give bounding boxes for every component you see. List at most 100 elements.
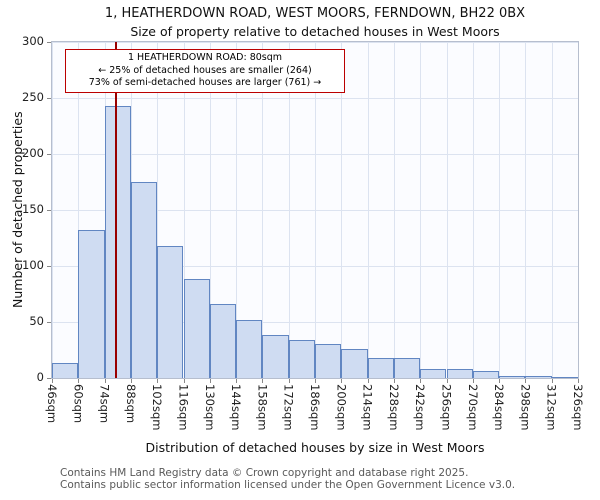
x-tick-label: 186sqm: [308, 384, 322, 431]
chart-subtitle: Size of property relative to detached ho…: [130, 24, 500, 39]
y-tick-mark: [47, 42, 51, 43]
y-tick-mark: [47, 266, 51, 267]
x-tick-mark: [209, 379, 211, 383]
y-tick-mark: [47, 322, 51, 323]
x-tick-label: 270sqm: [465, 384, 480, 431]
histogram-bar: [446, 369, 473, 378]
x-tick-label: 256sqm: [439, 384, 454, 431]
footer-line-1: Contains HM Land Registry data © Crown c…: [60, 467, 469, 479]
x-tick-label: 130sqm: [202, 384, 217, 431]
x-tick-mark: [367, 379, 369, 383]
x-tick-label: 312sqm: [544, 384, 559, 431]
annotation-line-2: ← 25% of detached houses are smaller (26…: [98, 64, 312, 76]
histogram-bar: [393, 357, 421, 378]
gridline-vertical: [262, 42, 264, 378]
x-tick-mark: [130, 379, 132, 383]
y-tick-label: 50: [29, 314, 44, 328]
annotation-line-3: 73% of semi-detached houses are larger (…: [88, 77, 322, 89]
x-tick-mark: [78, 379, 80, 383]
x-tick-mark: [183, 379, 185, 383]
x-tick-label: 298sqm: [518, 384, 533, 431]
y-tick-label: 100: [22, 258, 44, 272]
histogram-bar: [420, 369, 447, 378]
gridline-vertical: [578, 42, 579, 378]
histogram-bar: [288, 339, 315, 378]
gridline-vertical: [288, 42, 290, 378]
x-tick-label: 200sqm: [334, 384, 349, 431]
gridline-vertical: [525, 42, 527, 378]
gridline-vertical: [209, 42, 211, 378]
histogram-bar: [551, 376, 578, 378]
x-tick-mark: [262, 379, 264, 383]
y-tick-mark: [47, 210, 51, 211]
chart-title: 1, HEATHERDOWN ROAD, WEST MOORS, FERNDOW…: [104, 6, 526, 21]
gridline-vertical: [367, 42, 369, 378]
y-tick-mark: [47, 154, 51, 155]
x-tick-label: 284sqm: [492, 384, 507, 431]
gridline-vertical: [499, 42, 501, 378]
gridline-vertical: [393, 42, 395, 378]
x-tick-mark: [315, 379, 316, 383]
x-tick-mark: [393, 379, 395, 383]
x-tick-label: 214sqm: [360, 384, 375, 431]
footer: Contains HM Land Registry data © Crown c…: [60, 467, 516, 491]
x-tick-label: 228sqm: [386, 384, 401, 431]
gridline-vertical: [183, 42, 185, 378]
gridline-vertical: [315, 42, 316, 378]
gridline-vertical: [551, 42, 553, 378]
histogram-bar: [183, 279, 210, 378]
x-tick-label: 144sqm: [229, 384, 244, 431]
histogram-bar: [157, 245, 184, 378]
histogram-bar: [367, 357, 394, 378]
histogram-bar: [209, 304, 237, 378]
x-tick-mark: [52, 379, 53, 383]
y-tick-label: 200: [22, 146, 44, 160]
gridline-vertical: [78, 42, 80, 378]
y-tick-label: 300: [22, 34, 44, 48]
histogram-bar: [52, 363, 79, 378]
x-tick-label: 46sqm: [45, 384, 59, 424]
histogram-bar: [130, 182, 158, 378]
histogram-bar: [341, 348, 368, 378]
y-tick-mark: [47, 98, 51, 99]
y-tick-label: 250: [22, 90, 44, 104]
x-axis-label: Distribution of detached houses by size …: [145, 440, 485, 455]
x-tick-label: 102sqm: [150, 384, 165, 431]
x-tick-mark: [578, 379, 579, 383]
x-tick-label: 88sqm: [123, 384, 138, 424]
y-tick-mark: [47, 378, 51, 379]
x-tick-label: 172sqm: [281, 384, 296, 431]
x-tick-mark: [446, 379, 448, 383]
histogram-bar: [104, 105, 131, 378]
histogram-bar: [262, 335, 289, 378]
annotation-line-1: 1 HEATHERDOWN ROAD: 80sqm: [127, 52, 283, 63]
x-tick-mark: [420, 379, 422, 383]
histogram-bar: [236, 319, 263, 378]
footer-line-2: Contains public sector information licen…: [60, 478, 516, 491]
x-tick-label: 158sqm: [255, 384, 270, 431]
histogram-bar: [78, 230, 105, 378]
x-tick-label: 60sqm: [71, 384, 86, 424]
x-tick-label: 74sqm: [97, 384, 112, 424]
x-tick-mark: [288, 379, 290, 383]
x-tick-label: 116sqm: [176, 384, 191, 431]
gridline-vertical: [472, 42, 474, 378]
x-tick-mark: [341, 379, 343, 383]
x-tick-mark: [472, 379, 474, 383]
gridline-vertical: [446, 42, 448, 378]
gridline-vertical: [236, 42, 238, 378]
x-tick-mark: [236, 379, 238, 383]
x-tick-label: 326sqm: [571, 384, 585, 431]
gridline-vertical: [157, 42, 159, 378]
x-tick-mark: [499, 379, 501, 383]
gridline-vertical: [341, 42, 343, 378]
x-tick-mark: [104, 379, 106, 383]
x-tick-label: 242sqm: [413, 384, 428, 431]
gridline-vertical: [420, 42, 422, 378]
y-tick-label: 0: [36, 370, 44, 384]
gridline-vertical: [52, 42, 53, 378]
y-tick-label: 150: [22, 202, 44, 216]
plot-area: 1 HEATHERDOWN ROAD: 80sqm ← 25% of detac…: [51, 41, 579, 379]
histogram-bar: [315, 344, 342, 378]
